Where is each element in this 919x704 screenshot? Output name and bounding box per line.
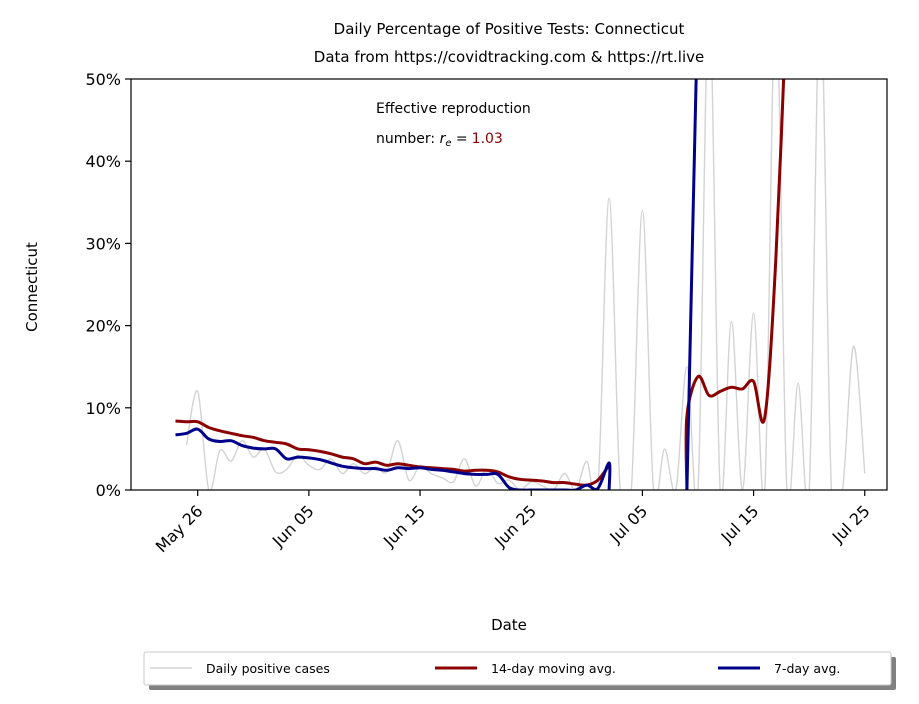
series-line-3 (175, 79, 698, 490)
legend-label: 7-day avg. (774, 661, 840, 676)
rt-annotation: Effective reproduction number: re = 1.03 (376, 101, 531, 149)
legend-box (143, 651, 892, 686)
x-tick-label: Jul 05 (605, 501, 651, 547)
annotation-value: 1.03 (472, 131, 503, 147)
series-layer (175, 79, 866, 490)
y-tick-label: 20% (85, 317, 121, 336)
annotation-prefix: number: (376, 131, 440, 147)
annotation-equals: = (451, 131, 467, 147)
legend: Daily positive cases 14-day moving avg. 7-… (143, 651, 896, 690)
x-tick-label: Jun 25 (490, 501, 540, 551)
chart-title: Daily Percentage of Positive Tests: Conn… (334, 20, 685, 38)
y-tick-label: 30% (85, 234, 121, 253)
y-axis-label: Connecticut (23, 242, 41, 332)
legend-label: 14-day moving avg. (491, 661, 616, 676)
x-tick-label: May 26 (152, 501, 207, 556)
y-tick-label: 10% (85, 399, 121, 418)
y-tick-label: 40% (85, 152, 121, 171)
x-tick-label: Jul 15 (717, 501, 763, 547)
annotation-line-1: Effective reproduction (376, 101, 531, 117)
series-line-2 (175, 79, 786, 490)
annotation-symbol-r: r (440, 131, 447, 147)
x-axis-label: Date (491, 616, 527, 634)
plot-frame (130, 78, 888, 491)
x-axis: May 26 Jun 05 Jun 15 Jun 25 Jul 05 Jul 15 Jul … (152, 490, 874, 556)
chart-subtitle: Data from https://covidtracking.com & ht… (314, 48, 704, 66)
y-axis: 0% 10% 20% 30% 40% 50% (85, 70, 131, 500)
x-tick-label: Jul 25 (828, 501, 874, 547)
annotation-symbol-sub: e (445, 138, 451, 149)
series-line-1 (185, 79, 866, 490)
x-tick-label: Jun 05 (268, 501, 318, 551)
legend-label: Daily positive cases (206, 661, 330, 676)
annotation-line-2: number: re = 1.03 (376, 131, 503, 149)
x-tick-label: Jun 15 (379, 501, 429, 551)
y-tick-label: 0% (96, 481, 121, 500)
y-tick-label: 50% (85, 70, 121, 89)
